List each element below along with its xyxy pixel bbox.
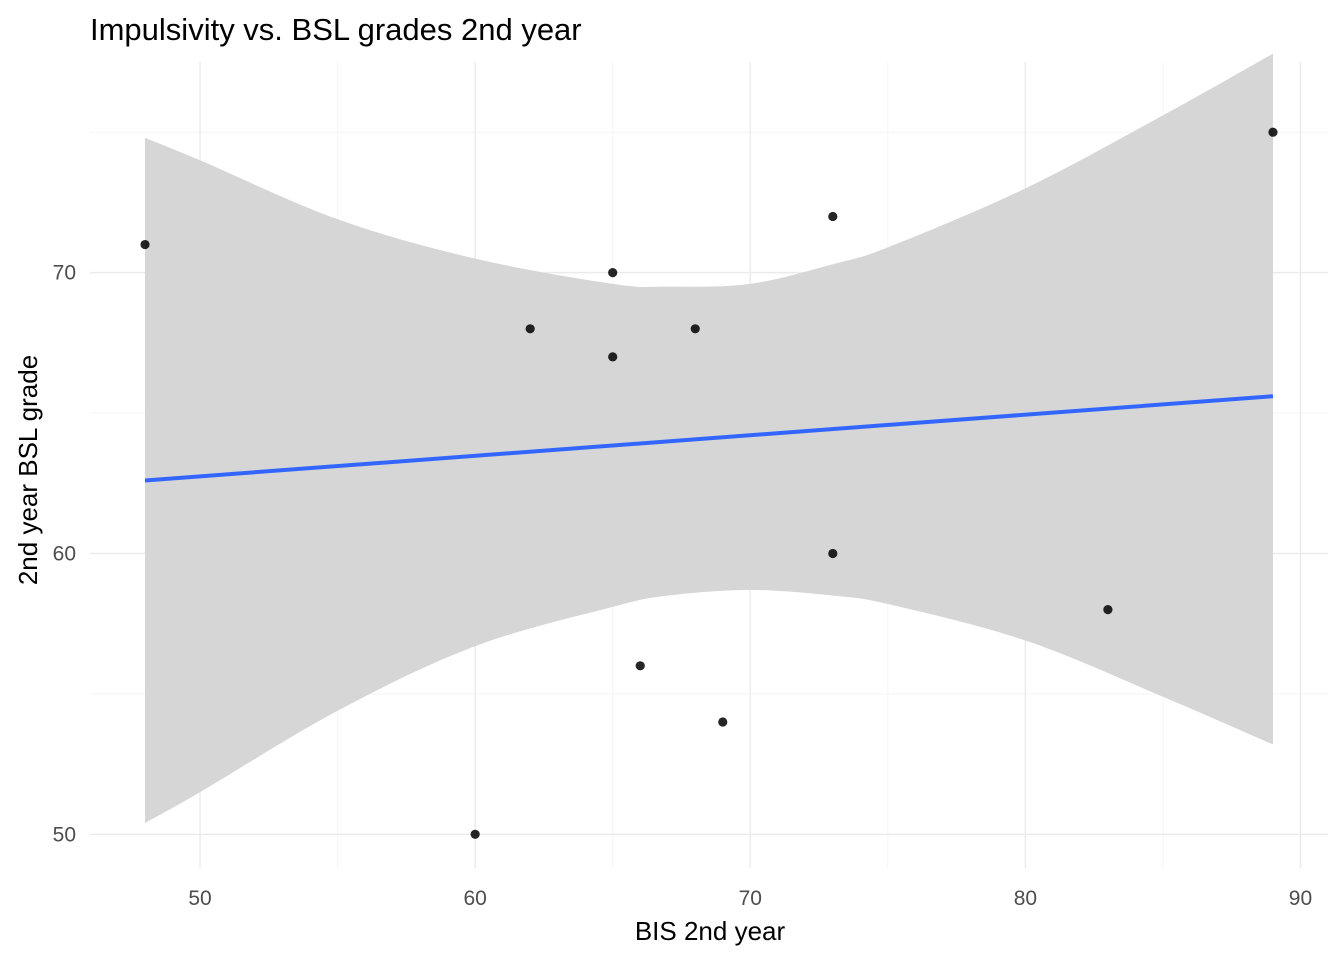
y-tick-label: 70 — [53, 262, 76, 285]
x-tick-label: 70 — [739, 887, 762, 910]
regression-line-group — [144, 394, 1274, 483]
regression-line — [144, 394, 1274, 483]
x-axis-ticks: 50 60 70 80 90 — [188, 887, 1312, 910]
data-point — [690, 324, 700, 334]
data-point — [635, 661, 645, 671]
x-axis-title: BIS 2nd year — [635, 916, 786, 946]
y-axis-ticks: 50 60 70 — [53, 262, 76, 847]
data-point — [1103, 605, 1113, 615]
data-point — [525, 324, 535, 334]
data-point — [1268, 127, 1278, 137]
data-point — [718, 717, 728, 727]
x-tick-label: 80 — [1014, 887, 1037, 910]
chart-title: Impulsivity vs. BSL grades 2nd year — [90, 12, 582, 47]
y-tick-label: 60 — [53, 542, 76, 565]
data-point — [828, 211, 838, 222]
data-point — [140, 239, 150, 250]
y-axis-title: 2nd year BSL grade — [13, 355, 43, 585]
data-point — [608, 352, 618, 362]
x-tick-label: 50 — [188, 887, 211, 910]
y-tick-label: 50 — [53, 823, 76, 846]
data-point — [828, 548, 838, 559]
data-point — [470, 829, 480, 839]
x-tick-label: 60 — [463, 887, 486, 910]
data-point — [608, 268, 618, 278]
x-tick-label: 90 — [1289, 887, 1312, 910]
data-points — [140, 127, 1278, 839]
